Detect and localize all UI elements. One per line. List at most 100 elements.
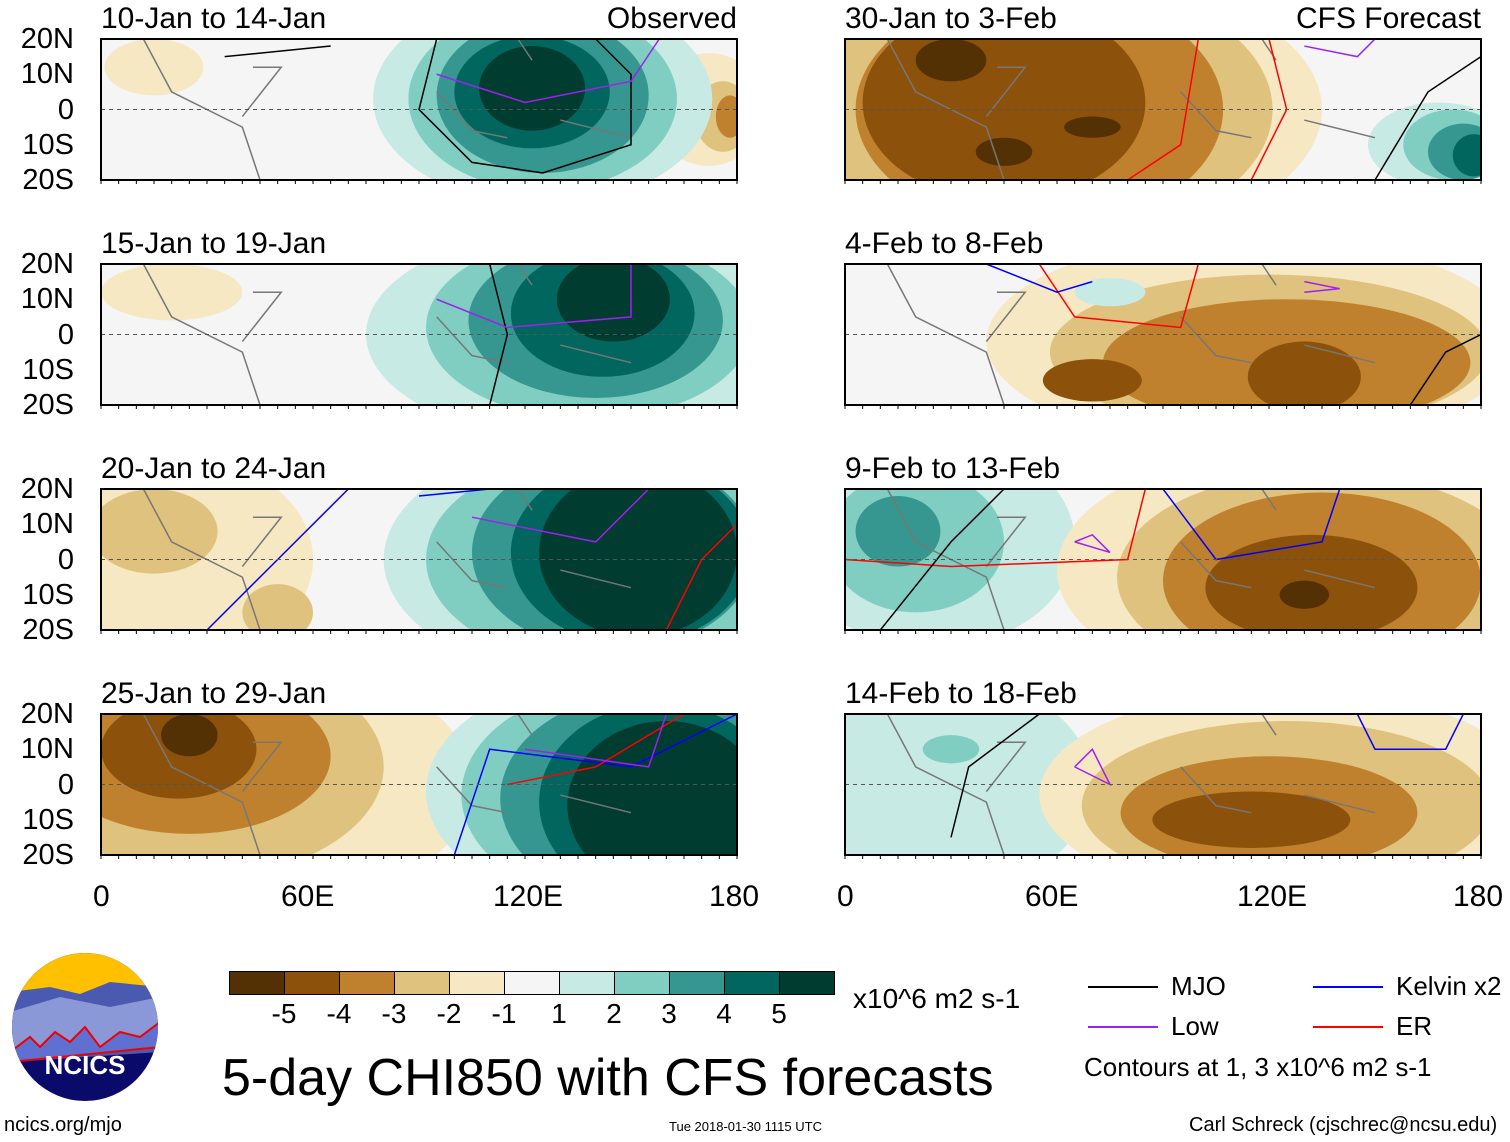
lat-tick-label: 20S [22, 614, 74, 646]
wave-contour [1304, 39, 1376, 58]
lon-tick-label: 180 [1453, 880, 1504, 913]
lat-tick-label: 20N [20, 698, 74, 730]
colorbar [229, 971, 835, 995]
lon-tick-label: 120E [493, 880, 564, 913]
lat-tick-label: 20S [22, 839, 74, 871]
map-panel [844, 263, 1482, 409]
colorbar-swatch [230, 972, 285, 994]
lon-tick-label: 120E [1237, 880, 1308, 913]
legend-label: Kelvin x2 [1396, 971, 1502, 1001]
logo-text: NCICS [45, 1050, 126, 1080]
lat-tick-label: 10N [20, 58, 74, 91]
wave-contour [453, 714, 737, 855]
map-panel [100, 38, 738, 184]
wave-contour [1409, 333, 1481, 405]
wave-contour [986, 264, 1093, 293]
timestamp: Tue 2018-01-30 1115 UTC [669, 1119, 822, 1134]
wave-contour [507, 714, 685, 786]
legend-line [1313, 1026, 1383, 1028]
wave-contour [224, 45, 331, 58]
anomaly-region [101, 489, 218, 574]
lat-tick-label: 10N [20, 508, 74, 541]
lon-tick-label: 60E [1025, 880, 1079, 913]
colorbar-label: 2 [606, 998, 622, 1029]
panel-title: 20-Jan to 24-Jan [101, 452, 327, 485]
lon-tick-label: 0 [837, 880, 854, 913]
map-panel [844, 38, 1482, 184]
wave-contour [471, 489, 650, 543]
lat-tick-label: 0 [57, 768, 74, 801]
colorbar-label: -3 [381, 998, 407, 1029]
anomaly-region [479, 46, 586, 131]
lat-tick-label: 20N [20, 23, 74, 55]
lat-tick-label: 10N [20, 733, 74, 766]
lat-tick-label: 10S [22, 578, 74, 611]
colorbar-swatch [725, 972, 780, 994]
map-panel [844, 488, 1482, 634]
lon-tick-label: 180 [709, 880, 760, 913]
map-panel [100, 713, 738, 859]
legend-line [1088, 986, 1158, 988]
anomaly-region [539, 489, 737, 630]
anomaly-region [1152, 791, 1351, 848]
wave-contour [879, 489, 1005, 630]
anomaly-region [101, 264, 243, 321]
map-panel [100, 263, 738, 409]
legend-line [1313, 986, 1383, 988]
lat-tick-label: 20N [20, 248, 74, 280]
colorbar-label: -1 [491, 998, 517, 1029]
panel-title: 9-Feb to 13-Feb [845, 452, 1061, 485]
wave-contour [1162, 489, 1341, 561]
panel-title: 15-Jan to 19-Jan [101, 227, 327, 260]
column-label: CFS Forecast [1295, 2, 1481, 35]
colorbar-swatch [340, 972, 395, 994]
map-panel [844, 713, 1482, 859]
anomaly-region [104, 39, 204, 96]
author-credit: Carl Schreck (cjschrec@ncsu.edu) [1189, 1114, 1498, 1136]
anomaly-region [1279, 580, 1330, 609]
anomaly-region [922, 735, 980, 764]
colorbar-label: 4 [716, 998, 732, 1029]
lat-tick-label: 0 [57, 318, 74, 351]
colorbar-swatch [450, 972, 505, 994]
colorbar-label: 3 [661, 998, 677, 1029]
ncics-logo: NCICS [12, 953, 158, 1101]
wave-contour [1356, 714, 1465, 750]
lat-tick-label: 10S [22, 353, 74, 386]
anomaly-region [975, 137, 1033, 166]
wave-contour [845, 489, 1147, 568]
colorbar-label: 1 [551, 998, 567, 1029]
anomaly-region [556, 264, 670, 342]
anomaly-region [567, 721, 737, 855]
lat-tick-label: 10S [22, 128, 74, 161]
lon-tick-label: 0 [93, 880, 110, 913]
url-label[interactable]: ncics.org/mjo [4, 1114, 122, 1136]
anomaly-region [855, 496, 941, 567]
wave-contour [418, 39, 632, 174]
legend-label: ER [1396, 1011, 1433, 1041]
lon-tick-label: 60E [281, 880, 335, 913]
wave-contour [436, 39, 660, 104]
lat-tick-label: 10S [22, 803, 74, 836]
anomaly-region [161, 714, 218, 757]
colorbar-swatch [395, 972, 450, 994]
colorbar-swatch [615, 972, 670, 994]
wave-contour [488, 264, 509, 405]
colorbar-label: -5 [271, 998, 297, 1029]
colorbar-label: 5 [771, 998, 787, 1029]
wave-contour [418, 489, 490, 497]
map-panel [100, 488, 738, 634]
units-label: x10^6 m2 s-1 [853, 983, 1021, 1014]
colorbar-swatch [285, 972, 340, 994]
colorbar-swatch [560, 972, 615, 994]
contour-note: Contours at 1, 3 x10^6 m2 s-1 [1084, 1052, 1432, 1082]
panel-title: 4-Feb to 8-Feb [845, 227, 1044, 260]
lat-tick-label: 0 [57, 93, 74, 126]
wave-contour [1304, 280, 1340, 293]
wave-contour [1038, 264, 1200, 329]
wave-contour [1074, 747, 1112, 787]
anomaly-region [1247, 341, 1361, 405]
anomaly-region [1064, 116, 1121, 138]
lat-tick-label: 20S [22, 389, 74, 421]
wave-contour [1127, 39, 1200, 180]
